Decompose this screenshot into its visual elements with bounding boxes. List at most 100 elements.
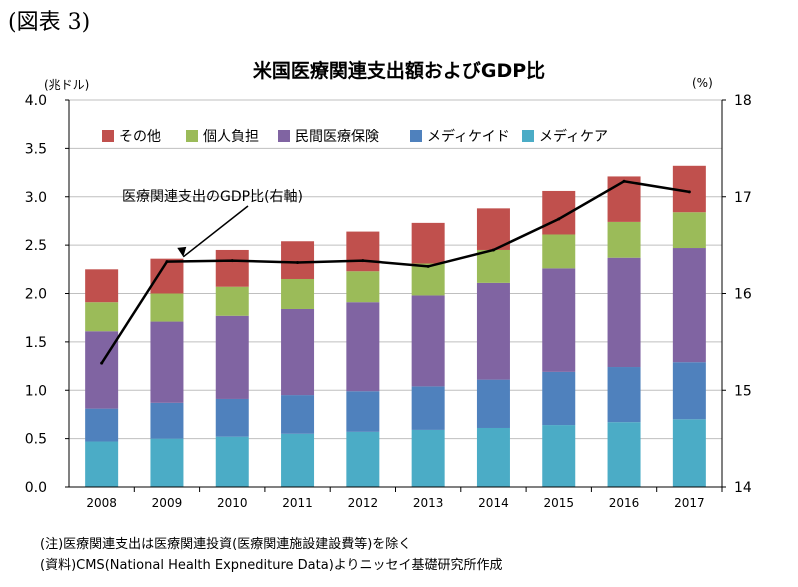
bar-segment — [150, 258, 184, 294]
legend-swatch — [410, 130, 422, 142]
bar-segment — [85, 302, 119, 332]
bar-segment — [215, 315, 249, 399]
bar-segment — [476, 208, 510, 250]
bar-segment — [281, 433, 315, 487]
gdp-ratio-point — [687, 190, 691, 194]
y-tick-label: 1.0 — [25, 383, 47, 399]
bar-segment — [281, 395, 315, 434]
bar-segment — [607, 221, 641, 258]
left-axis-unit: (兆ドル) — [44, 78, 90, 92]
y2-tick-label: 14 — [734, 480, 752, 496]
y-tick-label: 0.0 — [25, 480, 47, 496]
bar-segment — [150, 293, 184, 322]
bar-segment — [672, 248, 706, 363]
chart-title: 米国医療関連支出額およびGDP比 — [252, 60, 546, 82]
legend-item: メディケイド — [410, 126, 510, 146]
bar-segment — [281, 241, 315, 279]
bar-segment — [672, 419, 706, 487]
y-tick-label: 4.0 — [25, 93, 47, 109]
bar-segment — [346, 431, 380, 487]
x-tick-label: 2010 — [217, 496, 248, 510]
bar-segment — [85, 269, 119, 303]
bar-segment — [476, 379, 510, 428]
bar-segment — [542, 371, 576, 426]
legend-label: メディケイド — [427, 129, 510, 145]
y-tick-label: 0.5 — [25, 432, 47, 448]
gdp-ratio-point — [296, 261, 300, 265]
x-tick-label: 2016 — [609, 496, 640, 510]
bar-segment — [281, 308, 315, 396]
x-tick-label: 2011 — [282, 496, 313, 510]
bar-segment — [150, 438, 184, 487]
bar-segment — [607, 422, 641, 487]
bar-segment — [476, 282, 510, 380]
bar-segment — [542, 268, 576, 372]
bar-segment — [672, 212, 706, 249]
y2-tick-label: 18 — [734, 93, 752, 109]
bar-segment — [346, 302, 380, 392]
bar-segment — [411, 386, 445, 430]
bar-segment — [476, 427, 510, 487]
legend-item: 民間医療保険 — [278, 126, 379, 146]
y-tick-label: 3.5 — [25, 141, 47, 157]
bar-segment — [346, 391, 380, 432]
gdp-ratio-point — [100, 361, 104, 365]
annotation-arrow — [182, 205, 249, 258]
gdp-ratio-point — [557, 217, 561, 221]
x-tick-label: 2015 — [543, 496, 574, 510]
source-text: (資料)CMS(National Health Expnediture Data… — [40, 558, 503, 573]
bar-segment — [542, 234, 576, 269]
bar-segment — [672, 362, 706, 420]
note-text: (注)医療関連支出は医療関連投資(医療関連施設建設費等)を除く — [40, 537, 412, 552]
legend-label: 民間医療保険 — [295, 129, 379, 145]
bar-segment — [346, 231, 380, 272]
gdp-ratio-point — [622, 179, 626, 183]
bar-segment — [411, 222, 445, 264]
gdp-ratio-point — [426, 264, 430, 268]
legend-swatch — [102, 130, 114, 142]
y-tick-label: 2.0 — [25, 287, 47, 303]
y2-tick-label: 17 — [734, 190, 752, 206]
bar-segment — [215, 286, 249, 316]
bar-segment — [542, 425, 576, 487]
gdp-ratio-point — [230, 259, 234, 263]
y-tick-label: 1.5 — [25, 335, 47, 351]
x-tick-label: 2017 — [674, 496, 705, 510]
y-tick-label: 3.0 — [25, 190, 47, 206]
figure-label: (図表 3) — [8, 10, 91, 35]
x-tick-label: 2014 — [478, 496, 509, 510]
gdp-ratio-annotation: 医療関連支出のGDP比(右軸) — [122, 189, 303, 205]
annotation-arrowhead — [177, 246, 187, 257]
notes: (注)医療関連支出は医療関連投資(医療関連施設建設費等)を除く (資料)CMS(… — [40, 534, 503, 576]
y2-tick-label: 15 — [734, 383, 752, 399]
right-axis-unit: (%) — [692, 76, 713, 90]
bar-segment — [411, 295, 445, 387]
bar-segment — [85, 331, 119, 409]
bar-segment — [346, 271, 380, 303]
bar-segment — [150, 402, 184, 439]
bar-segment — [411, 429, 445, 487]
bar-segment — [215, 249, 249, 287]
bar-segment — [85, 441, 119, 487]
bar-segment — [607, 257, 641, 368]
legend-swatch — [278, 130, 290, 142]
bar-segment — [281, 278, 315, 309]
bar-segment — [150, 321, 184, 403]
bar-segment — [215, 436, 249, 487]
legend-label: 個人負担 — [203, 129, 259, 145]
gdp-ratio-point — [361, 259, 365, 263]
bar-segment — [215, 398, 249, 437]
x-tick-label: 2008 — [86, 496, 117, 510]
legend-label: メディケア — [539, 129, 609, 145]
gdp-ratio-point — [491, 248, 495, 252]
y-tick-label: 2.5 — [25, 238, 47, 254]
y2-tick-label: 16 — [734, 287, 752, 303]
x-tick-label: 2009 — [152, 496, 183, 510]
bar-segment — [607, 367, 641, 423]
legend-item: メディケア — [522, 126, 608, 146]
bar-segment — [476, 249, 510, 283]
legend-item: 個人負担 — [186, 126, 259, 146]
legend-label: その他 — [119, 129, 161, 145]
bar-segment — [411, 263, 445, 296]
legend-swatch — [186, 130, 198, 142]
